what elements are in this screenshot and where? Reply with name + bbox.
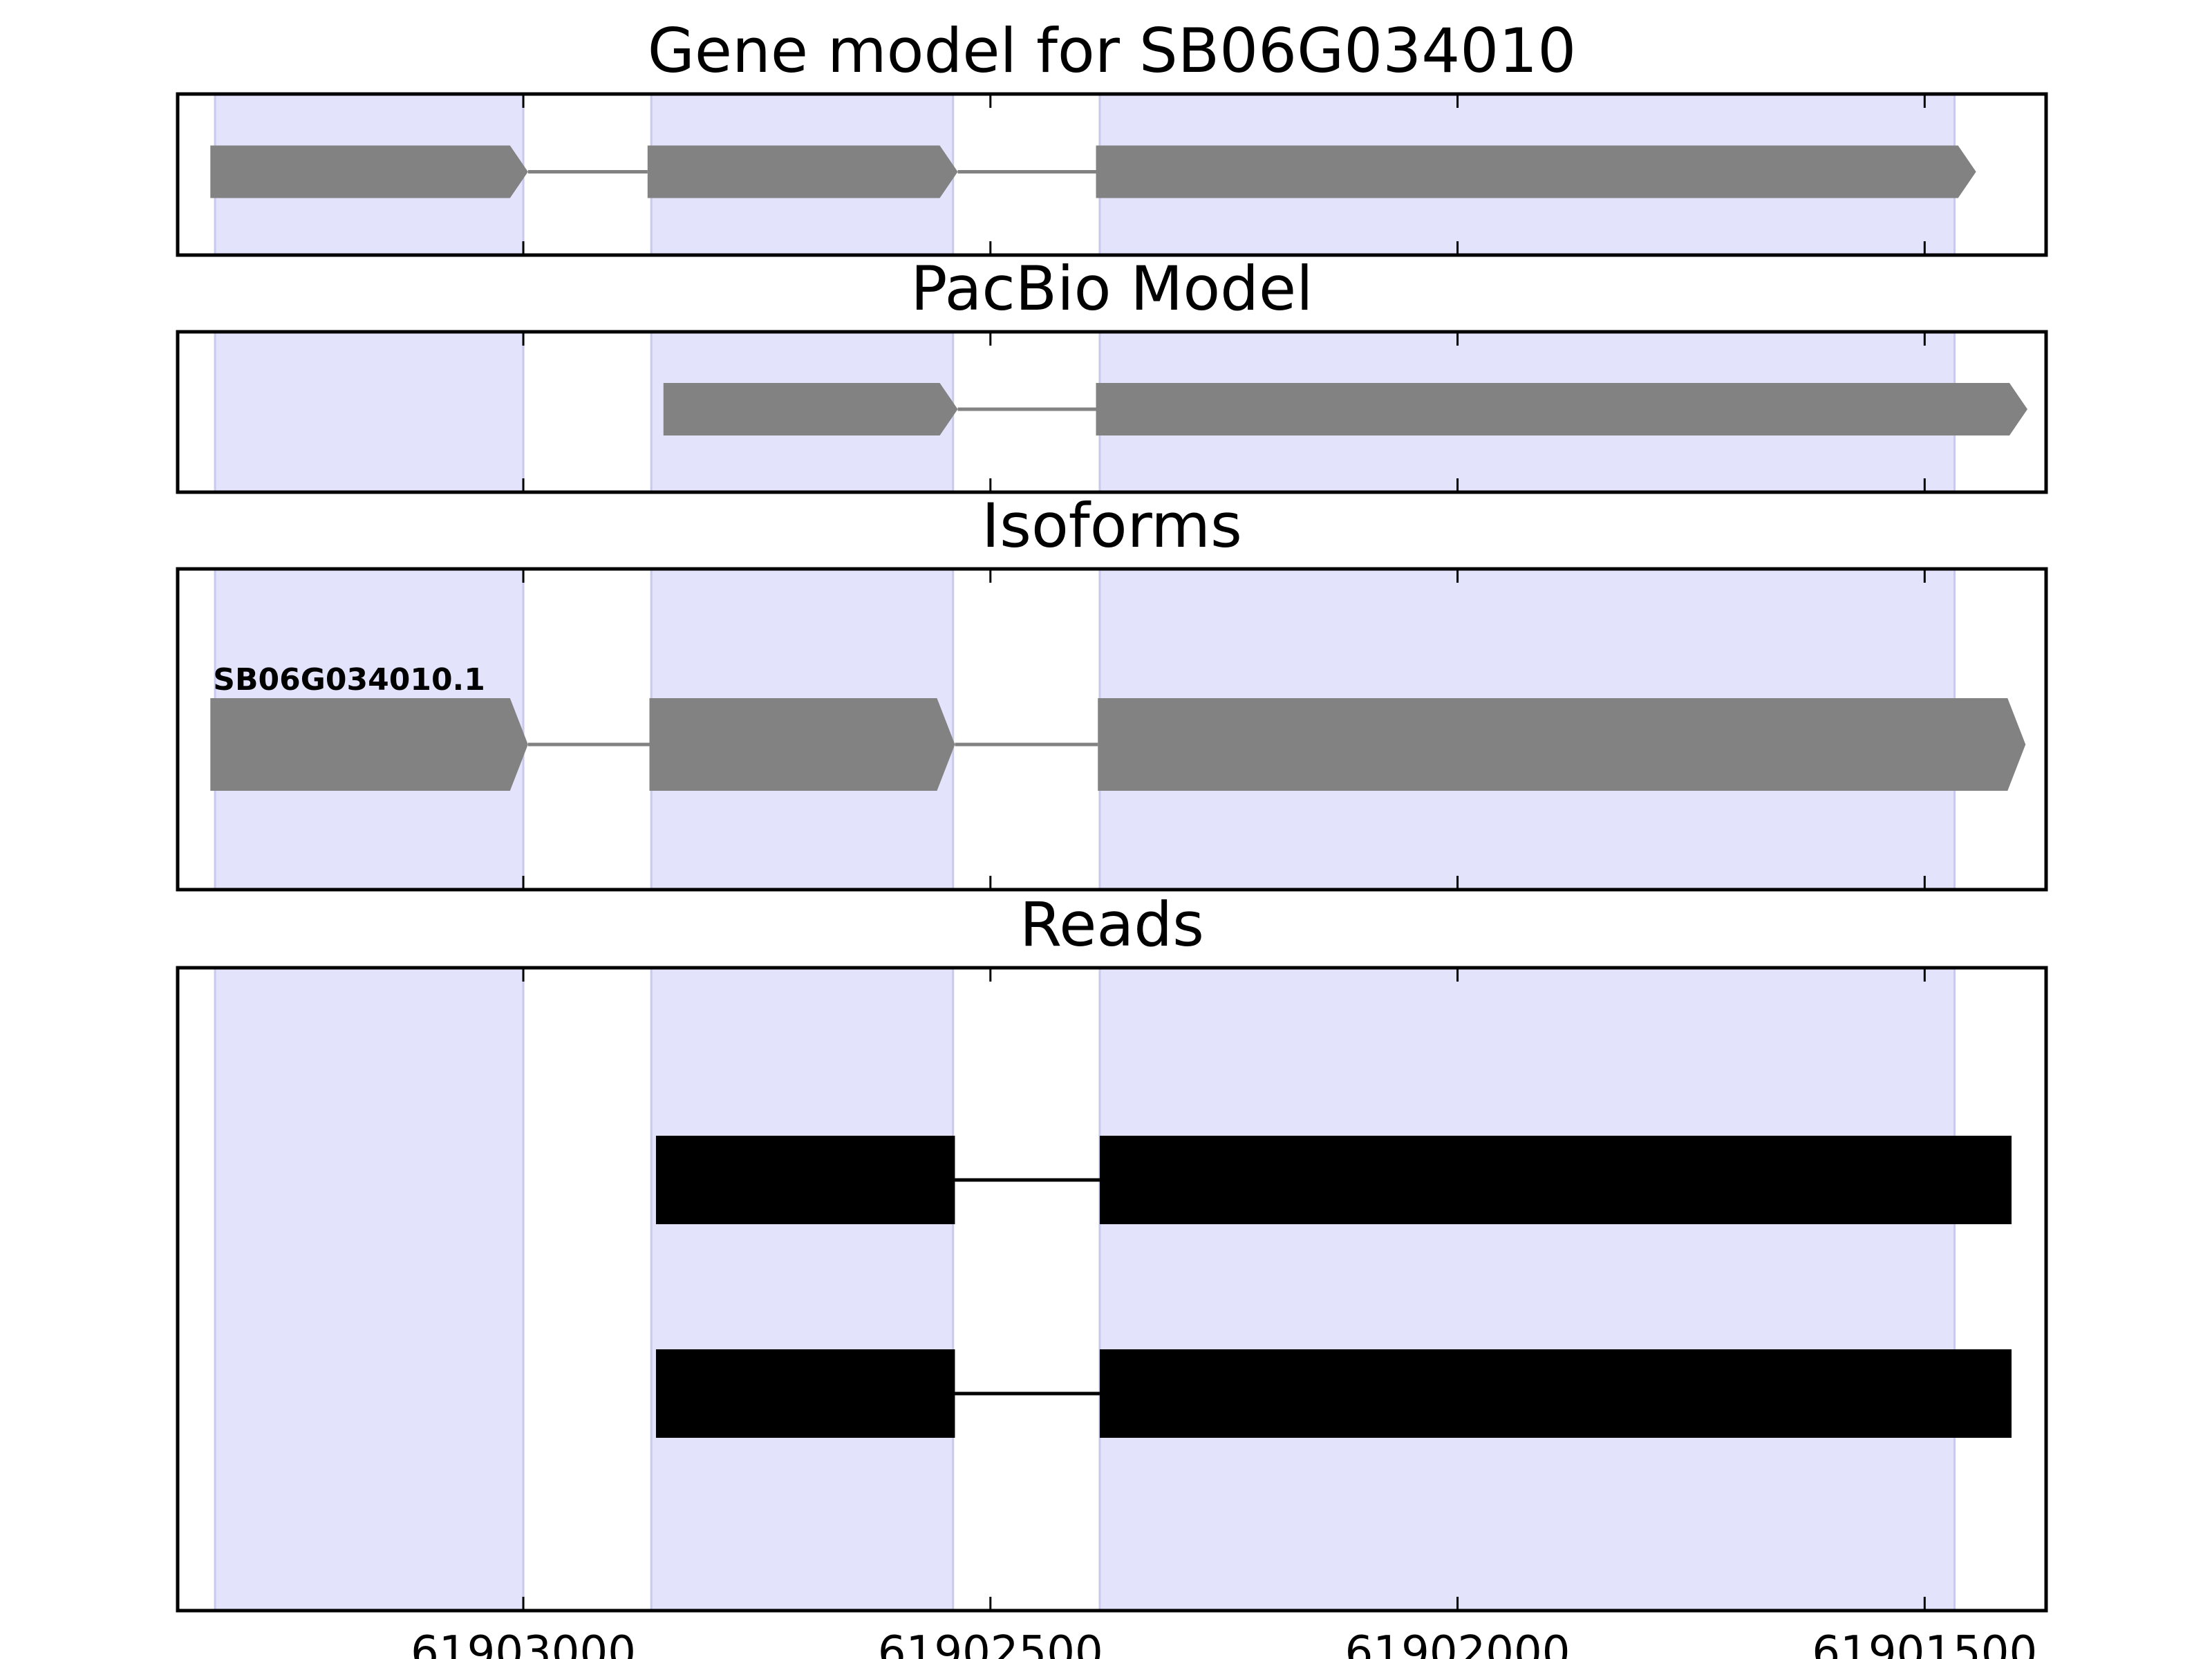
read-alignment xyxy=(655,1349,2012,1438)
exon-highlight-region xyxy=(1098,966,1956,1612)
panel-3: Reads xyxy=(176,889,2048,1613)
panel-frame xyxy=(176,92,2048,257)
read-exon-block xyxy=(655,1136,955,1224)
exon-arrow xyxy=(663,383,958,435)
exon-highlight-region xyxy=(214,966,525,1612)
read-exon-block xyxy=(1099,1349,2012,1438)
exon-arrow xyxy=(1098,698,2026,791)
panel-frame xyxy=(176,330,2048,494)
exon-arrow xyxy=(649,698,955,791)
panel-2: Isoforms SB06G034010.1 xyxy=(176,490,2048,892)
x-tick-label: 61901500 xyxy=(1812,1627,2037,1659)
transcript-feature xyxy=(210,145,1976,198)
exon-arrow xyxy=(1096,383,2027,435)
panel-0: Gene model for SB06G034010 xyxy=(176,15,2048,257)
exon-arrow xyxy=(647,145,958,198)
exon-arrow xyxy=(210,698,528,791)
transcript-feature xyxy=(663,383,2027,435)
panel-frame xyxy=(176,567,2048,892)
exon-arrow xyxy=(1096,145,1976,198)
panel-title: PacBio Model xyxy=(910,253,1313,324)
panel-1: PacBio Model xyxy=(176,253,2048,494)
x-tick-label: 61902000 xyxy=(1345,1627,1571,1659)
exon-arrow xyxy=(210,145,528,198)
exon-highlight-region xyxy=(214,330,525,494)
panel-title: Isoforms xyxy=(982,490,1242,561)
panel-title: Gene model for SB06G034010 xyxy=(648,15,1577,86)
panel-frame xyxy=(176,966,2048,1613)
x-tick-label: 61902500 xyxy=(878,1627,1103,1659)
read-exon-block xyxy=(1099,1136,2012,1224)
read-exon-block xyxy=(655,1349,955,1438)
x-tick-label: 61903000 xyxy=(411,1627,636,1659)
panel-title: Reads xyxy=(1020,889,1204,960)
read-alignment xyxy=(655,1136,2012,1224)
exon-highlight-region xyxy=(650,966,955,1612)
isoform-label: SB06G034010.1 xyxy=(213,662,485,697)
transcript-feature: SB06G034010.1 xyxy=(210,662,2026,791)
